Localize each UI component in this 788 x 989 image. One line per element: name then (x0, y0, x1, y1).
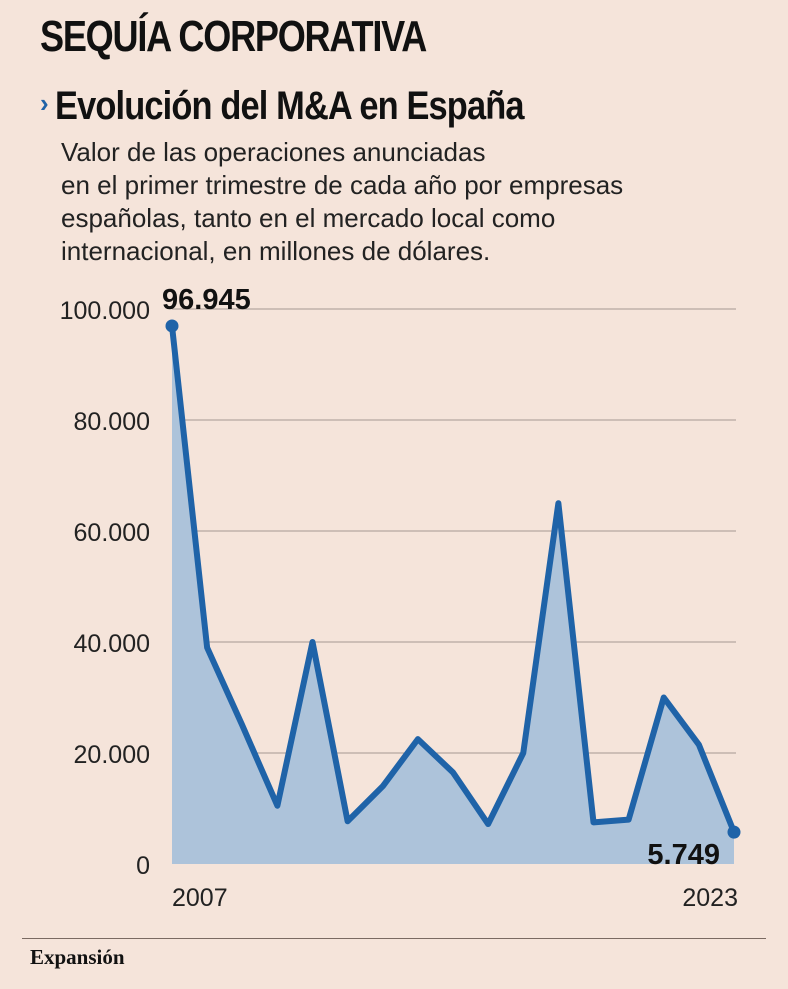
data-point (165, 319, 179, 333)
title-row: › Evolución del M&A en España (40, 84, 600, 129)
subtitle-line: Valor de las operaciones anunciadas (61, 137, 486, 167)
subtitle-line: en el primer trimestre de cada año por e… (61, 170, 624, 200)
x-tick-label: 2007 (172, 884, 228, 912)
area-fill (172, 325, 734, 864)
chevron-right-icon: › (40, 88, 49, 118)
y-tick-label: 60.000 (74, 519, 150, 547)
footer-divider (22, 938, 766, 939)
y-tick-label: 20.000 (74, 741, 150, 769)
subtitle-line: españolas, tanto en el mercado local com… (61, 203, 556, 233)
x-tick-label: 2023 (682, 884, 738, 912)
y-tick-label: 40.000 (74, 630, 150, 658)
y-tick-label: 80.000 (74, 408, 150, 436)
subtitle-line: internacional, en millones de dólares. (61, 236, 491, 266)
chart-subtitle: Valor de las operaciones anunciadas en e… (61, 136, 761, 268)
chart-title: Evolución del M&A en España (54, 84, 525, 128)
data-label: 5.749 (647, 839, 720, 871)
y-tick-label: 100.000 (60, 297, 150, 325)
data-label: 96.945 (162, 284, 251, 316)
brand-logo: Expansión (30, 945, 125, 969)
kicker: SEQUÍA CORPORATIVA (40, 12, 427, 61)
y-tick-label: 0 (136, 852, 150, 880)
series-line (169, 322, 737, 836)
data-point (727, 825, 741, 839)
